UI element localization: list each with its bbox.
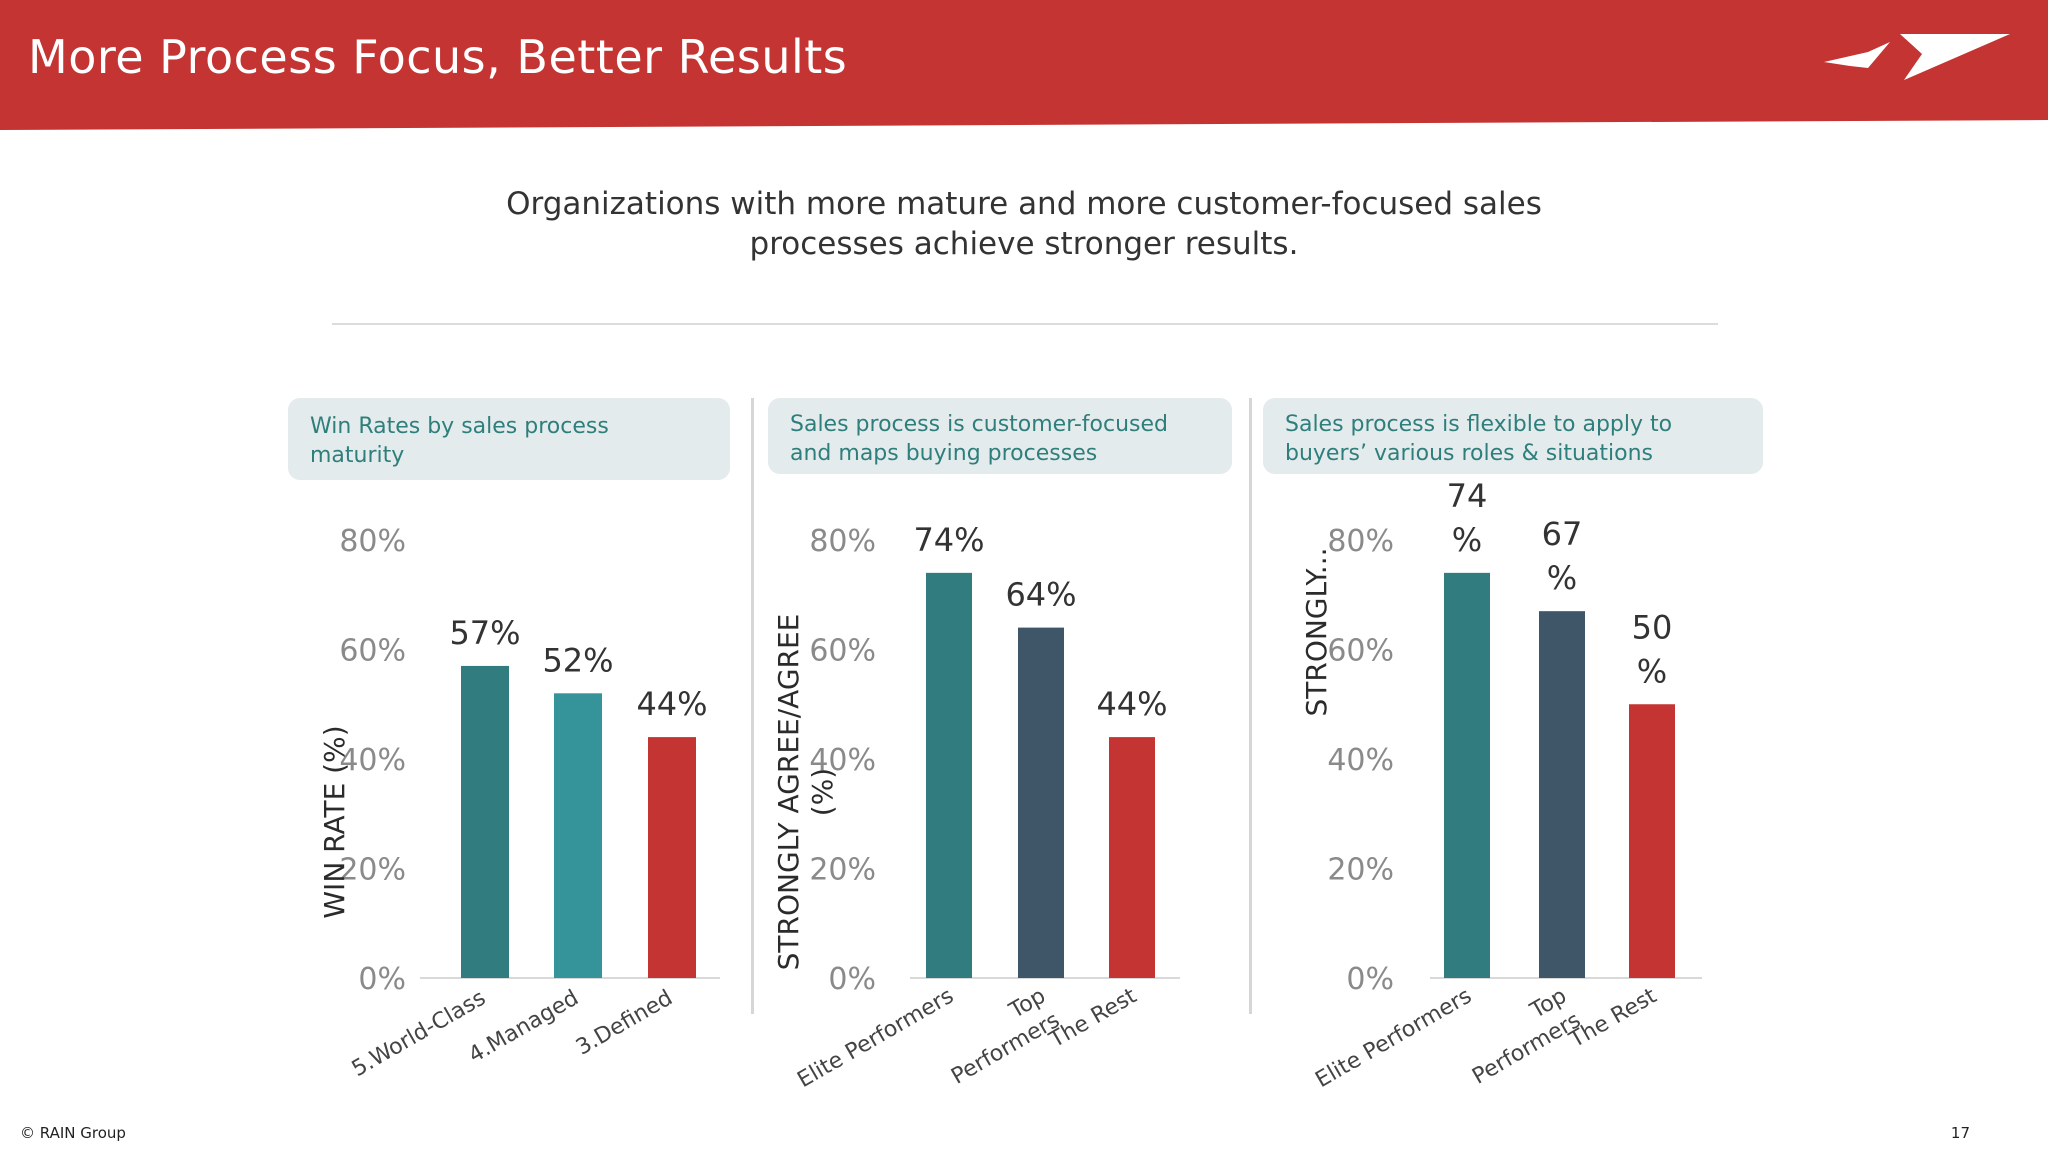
data-label: 74%	[1447, 477, 1488, 559]
y-axis-title: STRONGLY...	[1300, 547, 1333, 716]
y-tick-label: 40%	[339, 743, 406, 778]
panel-header-line: maturity	[310, 443, 405, 468]
bar	[1444, 572, 1490, 978]
bar	[1629, 704, 1675, 978]
x-category-label: TopPerformers	[1454, 984, 1585, 1090]
vertical-divider-2	[1249, 398, 1252, 1014]
y-tick-label: 40%	[1327, 743, 1394, 778]
data-label: 64%	[1005, 576, 1076, 614]
bar	[554, 693, 602, 978]
y-axis-title: WIN RATE (%)	[318, 725, 351, 918]
y-tick-label: 0%	[828, 962, 876, 997]
panel-header-line: Win Rates by sales process	[310, 414, 609, 439]
page-number: 17	[1950, 1124, 1970, 1142]
bar	[1109, 737, 1155, 978]
rain-group-logo-icon	[1824, 34, 2010, 80]
panel-header-flexible: Sales process is flexible to apply to bu…	[1263, 398, 1763, 474]
y-tick-label: 0%	[1346, 962, 1394, 997]
bar	[926, 572, 972, 978]
x-category-label: Elite Performers	[1311, 984, 1476, 1093]
y-tick-label: 20%	[1327, 853, 1394, 888]
slide-title: More Process Focus, Better Results	[28, 30, 848, 84]
x-category-label: The Rest	[1045, 983, 1142, 1053]
y-tick-label: 80%	[339, 524, 406, 559]
panel-header-line: and maps buying processes	[790, 441, 1098, 466]
bar	[648, 737, 696, 978]
x-category-label: 3.Defined	[572, 986, 677, 1061]
x-category-label: 5.World-Class	[348, 986, 490, 1083]
data-label: 44%	[1096, 685, 1167, 723]
data-label: 44%	[636, 685, 707, 723]
data-label: 74%	[913, 521, 984, 559]
y-tick-label: 80%	[1327, 524, 1394, 559]
header-band	[0, 0, 2048, 130]
data-label: 57%	[449, 614, 520, 652]
data-label: 50%	[1632, 608, 1673, 690]
bar	[1018, 627, 1064, 978]
bar	[1539, 611, 1585, 978]
vertical-divider-1	[751, 398, 754, 1014]
y-tick-label: 20%	[339, 853, 406, 888]
panel-header-win-rates: Win Rates by sales process maturity	[288, 398, 730, 480]
copyright: © RAIN Group	[20, 1124, 126, 1142]
panel-header-line: Sales process is flexible to apply to	[1285, 412, 1673, 437]
subtitle-line-2: processes achieve stronger results.	[749, 226, 1299, 262]
y-tick-label: 20%	[809, 853, 876, 888]
data-label: 67%	[1542, 515, 1583, 597]
y-axis-title: STRONGLY AGREE/AGREE(%)	[772, 614, 839, 971]
panel-header-customer-focused: Sales process is customer-focused and ma…	[768, 398, 1232, 474]
y-tick-label: 60%	[809, 634, 876, 669]
bar	[461, 665, 509, 978]
panel-header-line: buyers’ various roles & situations	[1285, 441, 1653, 466]
subtitle: Organizations with more mature and more …	[0, 184, 2048, 264]
y-tick-label: 0%	[358, 962, 406, 997]
y-tick-label: 80%	[809, 524, 876, 559]
subtitle-line-1: Organizations with more mature and more …	[506, 186, 1542, 222]
x-category-label: The Rest	[1565, 983, 1662, 1053]
panel-header-line: Sales process is customer-focused	[790, 412, 1168, 437]
y-tick-label: 60%	[1327, 634, 1394, 669]
data-label: 52%	[542, 641, 613, 679]
y-tick-label: 60%	[339, 634, 406, 669]
x-category-label: Elite Performers	[793, 984, 958, 1093]
horizontal-divider	[332, 323, 1718, 325]
y-tick-label: 40%	[809, 743, 876, 778]
